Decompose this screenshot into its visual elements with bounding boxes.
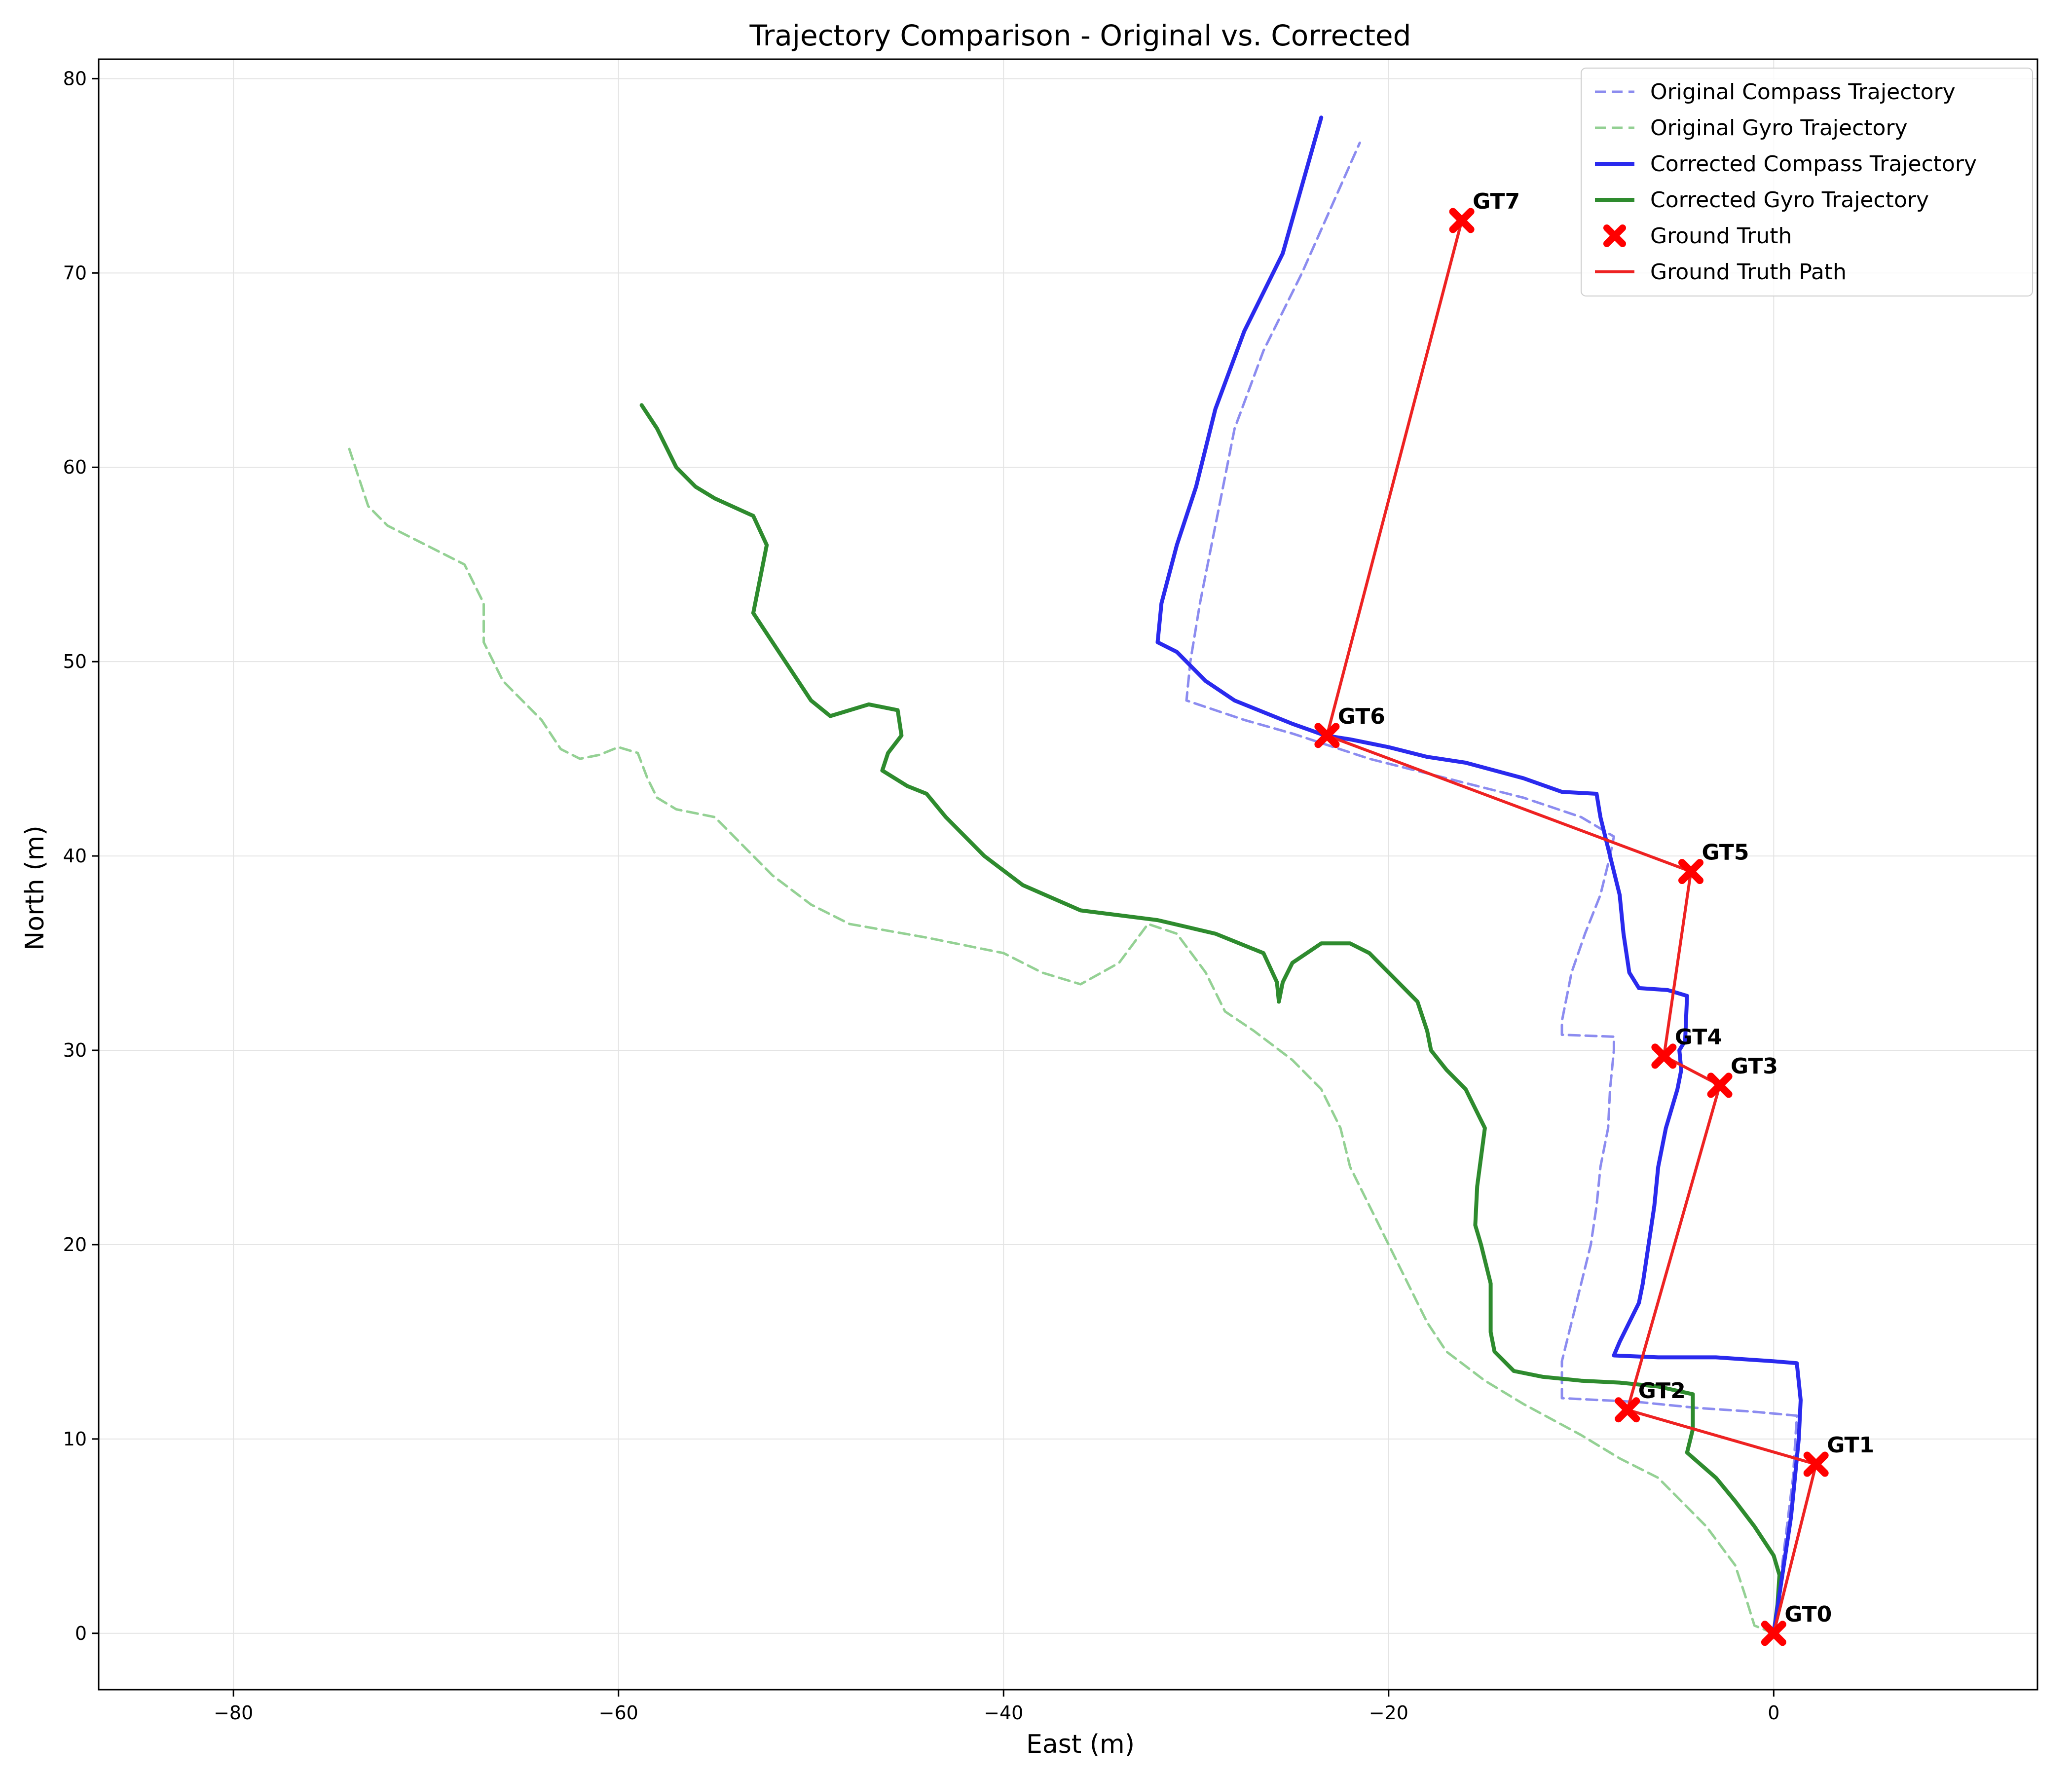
ground-truth-marker bbox=[1615, 1397, 1640, 1423]
ground-truth-marker bbox=[1707, 1073, 1733, 1098]
y-tick-label: 60 bbox=[63, 456, 87, 478]
gt-marker-stroke bbox=[1615, 1397, 1640, 1423]
gt-label: GT7 bbox=[1473, 189, 1520, 214]
original-compass-trajectory-line bbox=[1185, 141, 1798, 1635]
legend-entry-label: Original Gyro Trajectory bbox=[1650, 115, 1908, 141]
gt-marker-stroke bbox=[1707, 1073, 1733, 1098]
ground-truth-layer: GT0 GT1 GT2 GT3 GT4 GT5 GT6 GT7 bbox=[1314, 189, 1874, 1646]
y-tick-label: 40 bbox=[63, 845, 87, 867]
gt-label: GT6 bbox=[1338, 704, 1385, 729]
gt-marker-stroke bbox=[1449, 208, 1475, 233]
gt-label: GT1 bbox=[1827, 1433, 1874, 1458]
y-tick-label: 80 bbox=[63, 68, 87, 89]
gt-marker-stroke bbox=[1314, 723, 1340, 748]
y-tick-label: 10 bbox=[63, 1428, 87, 1450]
y-tick-label: 30 bbox=[63, 1039, 87, 1061]
series-layer bbox=[347, 115, 1818, 1635]
gt-label: GT3 bbox=[1731, 1054, 1778, 1079]
x-tick-label: −80 bbox=[214, 1702, 253, 1724]
ground-truth-marker bbox=[1314, 723, 1340, 748]
legend-swatch-ground-truth bbox=[1603, 224, 1626, 247]
ground-truth-path-line bbox=[1325, 219, 1818, 1635]
y-tick-label: 20 bbox=[63, 1234, 87, 1256]
legend-entry-label: Corrected Gyro Trajectory bbox=[1650, 187, 1929, 213]
gt-marker-stroke bbox=[1651, 1043, 1677, 1069]
legend-box bbox=[1581, 68, 2033, 296]
gt-marker-stroke bbox=[1678, 859, 1704, 885]
ground-truth-marker bbox=[1449, 208, 1475, 233]
gt-label: GT5 bbox=[1702, 840, 1749, 865]
gt-label: GT0 bbox=[1784, 1602, 1832, 1627]
x-tick-label: −40 bbox=[984, 1702, 1023, 1724]
legend-entry-label: Corrected Compass Trajectory bbox=[1650, 151, 1977, 177]
y-axis-label: North (m) bbox=[20, 825, 50, 950]
y-tick-label: 0 bbox=[75, 1623, 87, 1644]
gt-marker-stroke bbox=[1761, 1621, 1786, 1646]
x-tick-label: −60 bbox=[599, 1702, 638, 1724]
chart-title: Trajectory Comparison - Original vs. Cor… bbox=[749, 19, 1411, 52]
ground-truth-marker bbox=[1678, 859, 1704, 885]
gt-label: GT4 bbox=[1675, 1025, 1722, 1050]
y-tick-label: 50 bbox=[63, 651, 87, 672]
legend: Original Compass Trajectory Original Gyro… bbox=[1581, 68, 2033, 296]
corrected-compass-trajectory-line bbox=[1155, 115, 1803, 1635]
original-gyro-trajectory-line bbox=[347, 446, 1775, 1635]
x-axis-label: East (m) bbox=[1026, 1730, 1135, 1759]
ground-truth-marker bbox=[1651, 1043, 1677, 1069]
y-tick-label: 70 bbox=[63, 262, 87, 284]
corrected-gyro-trajectory-line bbox=[639, 403, 1781, 1635]
gt-marker-stroke bbox=[1803, 1451, 1829, 1477]
legend-entry-label: Original Compass Trajectory bbox=[1650, 79, 1956, 105]
plot-frame bbox=[98, 58, 2038, 1691]
legend-entry-label: Ground Truth Path bbox=[1650, 259, 1847, 285]
ticks: −80 −60 −40 −20 0 0 10 20 30 40 50 60 70 80 bbox=[63, 68, 1780, 1724]
x-tick-label: −20 bbox=[1369, 1702, 1408, 1724]
gt-label: GT2 bbox=[1638, 1378, 1686, 1404]
ground-truth-marker bbox=[1761, 1621, 1786, 1646]
legend-entry-label: Ground Truth bbox=[1650, 223, 1792, 249]
grid bbox=[99, 59, 2037, 1690]
ground-truth-marker bbox=[1803, 1451, 1829, 1477]
x-tick-label: 0 bbox=[1768, 1702, 1779, 1724]
